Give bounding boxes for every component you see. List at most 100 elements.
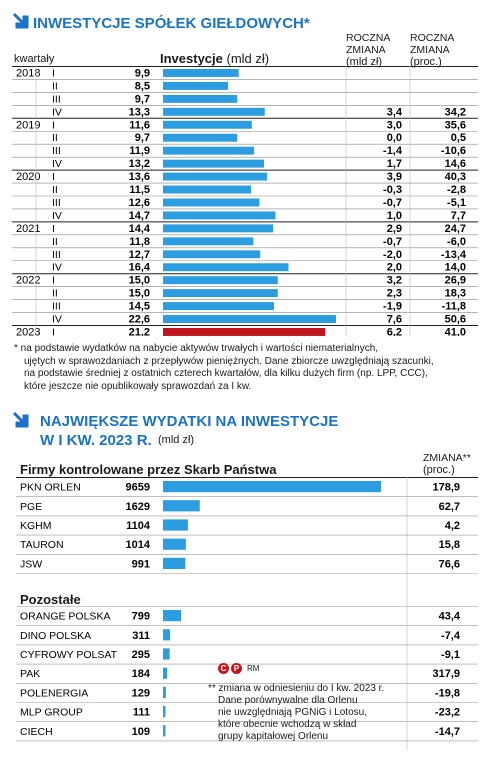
phonographic-icon: P	[231, 663, 242, 674]
change-abs-value: -0,3	[383, 184, 402, 196]
change-pct-value: -5,1	[447, 197, 466, 209]
change-pct-value: -2,8	[447, 184, 466, 196]
company-label: TAURON	[20, 539, 64, 551]
change-pct-value: 40,3	[445, 171, 466, 183]
change-abs-value: 1,7	[387, 158, 402, 170]
change-abs-value: 2,0	[387, 262, 402, 274]
quarter-label: II	[52, 236, 58, 248]
change-abs-value: -1,4	[383, 145, 403, 157]
investment-bar	[163, 211, 276, 220]
change-pct-value: -10,6	[441, 145, 466, 157]
company-label: JSW	[20, 558, 42, 570]
value-label: 9,7	[135, 93, 150, 105]
company-bar	[163, 725, 166, 737]
year-label: 2021	[16, 223, 40, 235]
quarter-label: I	[52, 275, 55, 287]
value-label: 14,4	[129, 223, 151, 235]
value-label: 13,3	[129, 106, 150, 118]
value-label: 12,6	[129, 197, 150, 209]
change-pct-value: 178,9	[432, 482, 460, 494]
change-pct-value: 35,6	[445, 119, 466, 131]
change-pct-value: 76,6	[439, 558, 460, 570]
quarter-label: III	[52, 301, 61, 313]
change-pct-value: 14,0	[445, 262, 466, 274]
value-label: 311	[132, 630, 150, 642]
group2-title: Pozostałe	[20, 592, 81, 607]
change-pct-value: -11,8	[442, 301, 466, 313]
title-arrow-1-icon	[12, 12, 29, 29]
value-label: 799	[132, 611, 150, 623]
value-label: 1629	[126, 501, 150, 513]
quarter-label: I	[52, 119, 55, 131]
change-pct-value: 18,3	[445, 288, 466, 300]
change-pct-value: -6,0	[447, 236, 466, 248]
value-label: 15,0	[129, 288, 150, 300]
investment-header: Investycje (mld zł)	[160, 51, 270, 66]
company-label: ORANGE POLSKA	[20, 611, 110, 623]
company-label: CIECH	[20, 726, 53, 738]
company-label: DINO POLSKA	[20, 630, 91, 642]
quarter-label: II	[52, 288, 58, 300]
quarter-label: III	[52, 93, 61, 105]
value-label: 16,4	[129, 262, 151, 274]
company-bar	[163, 667, 168, 679]
group1-title: Firmy kontrolowane przez Skarb Państwa	[20, 462, 277, 477]
value-label: 109	[132, 726, 150, 738]
quarter-label: IV	[52, 262, 62, 274]
quarters-header: kwartały	[14, 53, 55, 65]
change-pct-value: 62,7	[439, 501, 460, 513]
change-pct-value: -9,1	[441, 649, 460, 661]
company-bar	[163, 481, 381, 493]
value-label: 991	[132, 558, 150, 570]
value-label: 14,7	[129, 210, 150, 222]
quarter-label: IV	[52, 210, 62, 222]
investment-bar	[163, 302, 274, 311]
change-pct-value: 43,4	[439, 611, 461, 623]
investment-bar	[163, 289, 278, 298]
year-label: 2020	[16, 171, 40, 183]
change-pct-value: -23,2	[435, 707, 460, 719]
investment-bar	[163, 185, 251, 194]
quarter-label: II	[52, 80, 58, 92]
change-abs-value: 2,3	[387, 288, 402, 300]
company-bar	[163, 686, 166, 698]
change-pct-value: 317,9	[432, 668, 460, 680]
section2-title-line2: W I KW. 2023 R.	[40, 432, 152, 449]
value-label: 8,5	[135, 80, 150, 92]
section2-footnote: ** zmiana w odniesieniu do I kw. 2023 r.…	[208, 683, 385, 742]
year-label: 2018	[16, 67, 40, 79]
quarter-label: I	[52, 223, 55, 235]
copyright-badge: C P RM	[218, 663, 259, 674]
company-label: PKN ORLEN	[20, 482, 81, 494]
company-label: PGE	[20, 501, 42, 513]
value-label: 11,8	[129, 236, 150, 248]
quarter-label: I	[52, 67, 55, 79]
change-abs-value: -0,7	[383, 197, 402, 209]
investment-bar	[163, 263, 289, 272]
change-pct-value: 14,6	[445, 158, 466, 170]
change-abs-value: 3,2	[387, 275, 402, 287]
quarter-label: II	[52, 132, 58, 144]
change-pct-value: 0,5	[451, 132, 466, 144]
value-label: 13,2	[129, 158, 150, 170]
company-bar	[163, 610, 182, 622]
investment-bar	[163, 198, 260, 207]
change-pct-value: 4,2	[445, 520, 460, 532]
change-pct-header: ROCZNA ZMIANA (proc.)	[410, 32, 455, 68]
value-label: 13,6	[129, 171, 150, 183]
change-abs-value: 1,0	[387, 210, 402, 222]
value-label: 1104	[126, 520, 151, 532]
change-pct-value: 24,7	[445, 223, 466, 235]
investment-bar	[163, 237, 254, 246]
year-label: 2019	[16, 119, 40, 131]
investment-bar	[163, 250, 261, 259]
investment-bar	[163, 172, 268, 181]
company-label: CYFROWY POLSAT	[20, 649, 118, 661]
value-label: 14,5	[129, 301, 150, 313]
company-label: MLP GROUP	[20, 707, 83, 719]
value-label: 15,0	[129, 275, 150, 287]
value-label: 184	[132, 668, 151, 680]
company-bar	[163, 500, 200, 512]
section2-change-header: ZMIANA** (proc.)	[423, 452, 471, 476]
